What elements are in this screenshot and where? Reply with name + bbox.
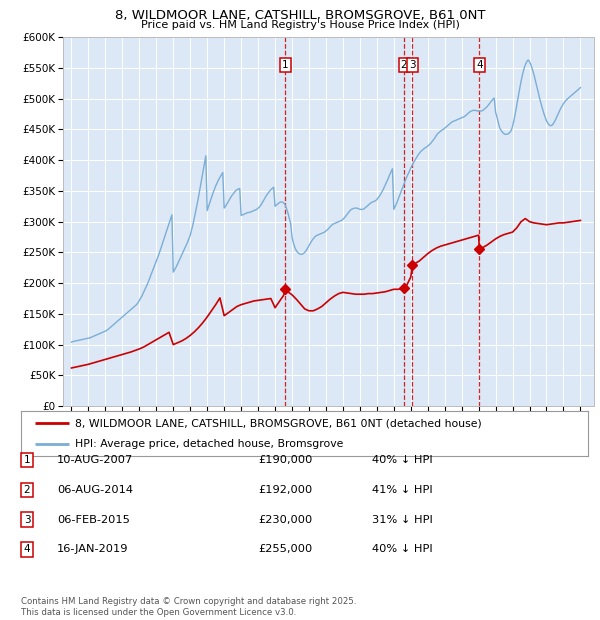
Text: 4: 4 xyxy=(476,60,482,70)
Text: 8, WILDMOOR LANE, CATSHILL, BROMSGROVE, B61 0NT (detached house): 8, WILDMOOR LANE, CATSHILL, BROMSGROVE, … xyxy=(75,418,482,428)
Text: Price paid vs. HM Land Registry's House Price Index (HPI): Price paid vs. HM Land Registry's House … xyxy=(140,20,460,30)
Text: 06-AUG-2014: 06-AUG-2014 xyxy=(57,485,133,495)
Text: 1: 1 xyxy=(23,455,31,465)
Text: 3: 3 xyxy=(409,60,416,70)
Text: 31% ↓ HPI: 31% ↓ HPI xyxy=(372,515,433,525)
Text: 41% ↓ HPI: 41% ↓ HPI xyxy=(372,485,433,495)
Text: 06-FEB-2015: 06-FEB-2015 xyxy=(57,515,130,525)
Text: £230,000: £230,000 xyxy=(258,515,312,525)
Text: 10-AUG-2007: 10-AUG-2007 xyxy=(57,455,133,465)
Text: HPI: Average price, detached house, Bromsgrove: HPI: Average price, detached house, Brom… xyxy=(75,438,343,449)
Text: 2: 2 xyxy=(401,60,407,70)
Text: 40% ↓ HPI: 40% ↓ HPI xyxy=(372,455,433,465)
Text: 3: 3 xyxy=(23,515,31,525)
Text: £190,000: £190,000 xyxy=(258,455,313,465)
Text: 40% ↓ HPI: 40% ↓ HPI xyxy=(372,544,433,554)
Text: 1: 1 xyxy=(282,60,289,70)
Text: 4: 4 xyxy=(23,544,31,554)
Text: 2: 2 xyxy=(23,485,31,495)
Text: £255,000: £255,000 xyxy=(258,544,312,554)
Text: Contains HM Land Registry data © Crown copyright and database right 2025.
This d: Contains HM Land Registry data © Crown c… xyxy=(21,598,356,617)
Text: 16-JAN-2019: 16-JAN-2019 xyxy=(57,544,128,554)
Text: £192,000: £192,000 xyxy=(258,485,312,495)
Text: 8, WILDMOOR LANE, CATSHILL, BROMSGROVE, B61 0NT: 8, WILDMOOR LANE, CATSHILL, BROMSGROVE, … xyxy=(115,9,485,22)
